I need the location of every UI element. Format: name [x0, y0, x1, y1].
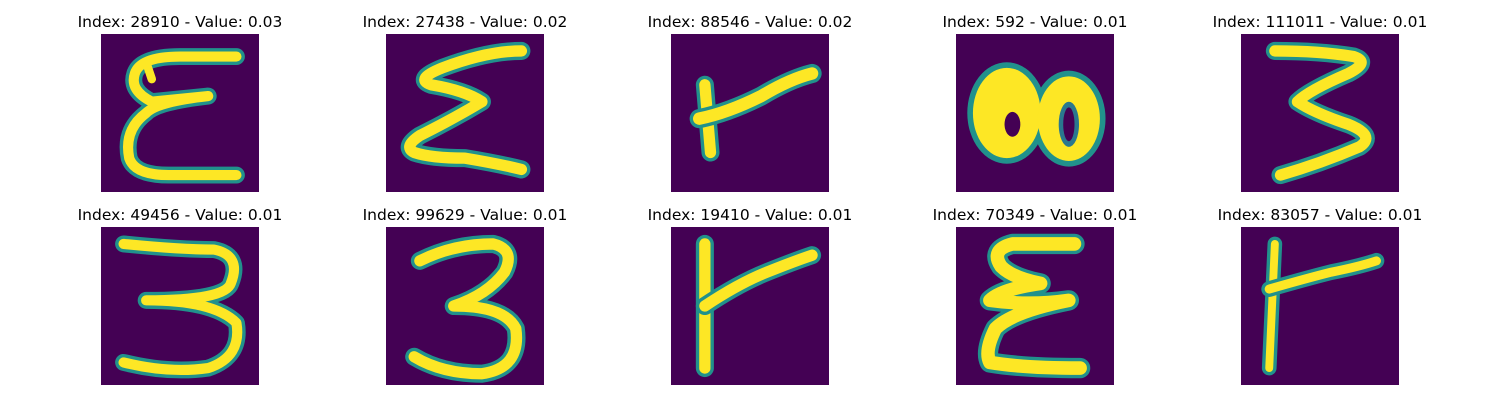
glyph-r-slanted [671, 34, 829, 192]
panel-6: Index: 49456 - Value: 0.01 [70, 205, 290, 390]
panel-title: Index: 19410 - Value: 0.01 [640, 205, 860, 225]
panel-title: Index: 28910 - Value: 0.03 [70, 12, 290, 32]
digit-image-r [671, 227, 829, 385]
digit-image-three [1241, 34, 1399, 192]
panel-1: Index: 28910 - Value: 0.03 [70, 12, 290, 197]
glyph-sigma-zigzag [386, 34, 544, 192]
glyph-epsilon-thick [956, 227, 1114, 385]
panel-3: Index: 88546 - Value: 0.02 [640, 12, 860, 197]
digit-image-r [671, 34, 829, 192]
glyph-three-zigzag [1241, 34, 1399, 192]
panel-9: Index: 70349 - Value: 0.01 [925, 205, 1145, 390]
digit-image-r [1241, 227, 1399, 385]
panel-8: Index: 19410 - Value: 0.01 [640, 205, 860, 390]
panel-4: Index: 592 - Value: 0.01 [925, 12, 1145, 197]
panel-title: Index: 99629 - Value: 0.01 [355, 205, 575, 225]
glyph-blob-figure-eight [956, 34, 1114, 192]
digit-image-blob [956, 34, 1114, 192]
panel-10: Index: 83057 - Value: 0.01 [1210, 205, 1430, 390]
digit-image-three [101, 227, 259, 385]
digit-image-sigma [386, 34, 544, 192]
glyph-r-thin [1241, 227, 1399, 385]
panel-2: Index: 27438 - Value: 0.02 [355, 12, 575, 197]
glyph-epsilon-stacked [101, 34, 259, 192]
panel-title: Index: 111011 - Value: 0.01 [1210, 12, 1430, 32]
panel-5: Index: 111011 - Value: 0.01 [1210, 12, 1430, 197]
panel-title: Index: 83057 - Value: 0.01 [1210, 205, 1430, 225]
panel-title: Index: 70349 - Value: 0.01 [925, 205, 1145, 225]
glyph-r-tall [671, 227, 829, 385]
panel-title: Index: 592 - Value: 0.01 [925, 12, 1145, 32]
glyph-three-wide [101, 227, 259, 385]
glyph-three-round [386, 227, 544, 385]
panel-title: Index: 49456 - Value: 0.01 [70, 205, 290, 225]
panel-title: Index: 88546 - Value: 0.02 [640, 12, 860, 32]
digit-image-three [386, 227, 544, 385]
panel-title: Index: 27438 - Value: 0.02 [355, 12, 575, 32]
panel-7: Index: 99629 - Value: 0.01 [355, 205, 575, 390]
digit-image-epsilon [101, 34, 259, 192]
digit-image-epsilon [956, 227, 1114, 385]
